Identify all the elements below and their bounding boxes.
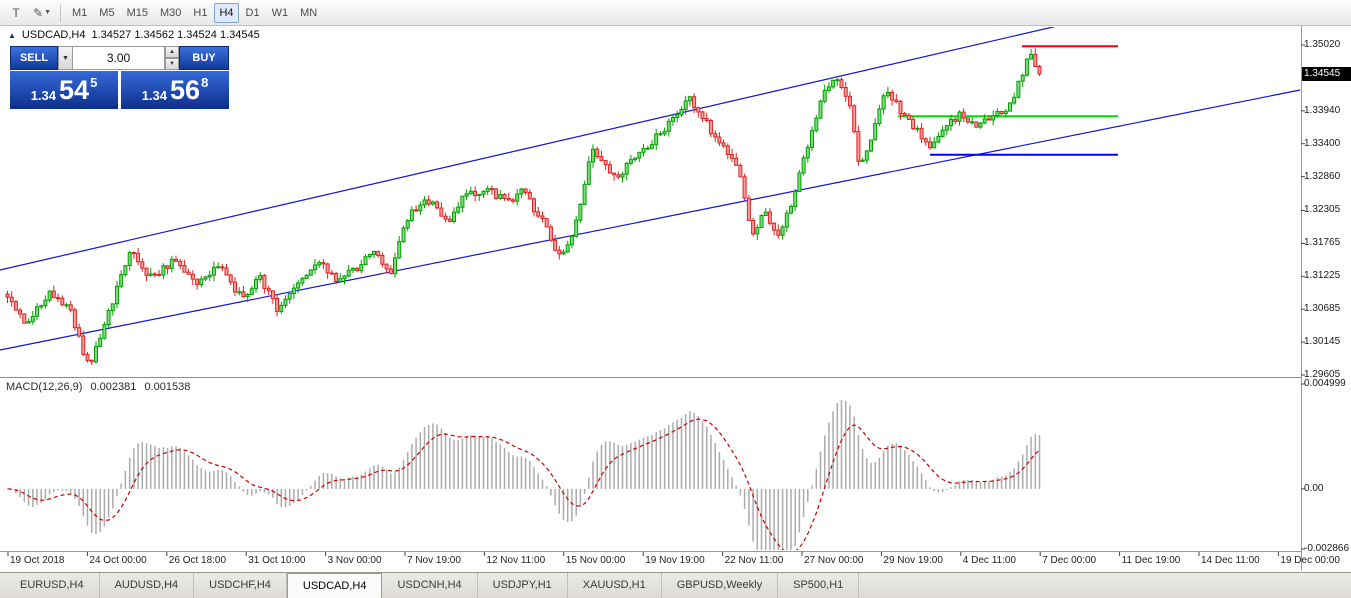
sell-price-prefix: 1.34 xyxy=(30,88,57,103)
current-price-tag: 1.34545 xyxy=(1302,66,1351,81)
timeframe-mn[interactable]: MN xyxy=(295,3,322,23)
buy-price-sup: 8 xyxy=(201,75,209,90)
macd-pane[interactable] xyxy=(7,400,1041,568)
chevron-down-icon: ▼ xyxy=(44,9,51,16)
macd-name: MACD(12,26,9) xyxy=(6,381,83,393)
chart-tab-usdcnh-h4[interactable]: USDCNH,H4 xyxy=(382,573,478,598)
buy-button[interactable]: BUY xyxy=(179,46,229,70)
chart-ohlc-values: 1.34527 1.34562 1.34524 1.34545 xyxy=(91,29,260,41)
candles-layer xyxy=(5,48,1042,365)
macd-signal-line xyxy=(7,418,1040,550)
chart-tab-xauusd-h1[interactable]: XAUUSD,H1 xyxy=(568,573,662,598)
drawing-tools-icon[interactable]: ✎ ▼ xyxy=(30,2,54,23)
buy-price-big: 56 xyxy=(170,75,201,105)
chart-tab-usdcad-h4[interactable]: USDCAD,H4 xyxy=(286,573,383,598)
lot-decrease-button[interactable]: ▼ xyxy=(165,58,179,70)
sell-price-display[interactable]: 1.34 54 5 xyxy=(10,71,118,109)
buy-price-display[interactable]: 1.34 56 8 xyxy=(121,71,229,109)
chart-tab-audusd-h4[interactable]: AUDUSD,H4 xyxy=(100,573,195,598)
lot-dropdown-button[interactable]: ▼ xyxy=(58,46,73,70)
sell-button[interactable]: SELL xyxy=(10,46,58,70)
timeframe-d1[interactable]: D1 xyxy=(241,3,265,23)
lot-size-input[interactable] xyxy=(73,46,165,70)
chart-tab-usdjpy-h1[interactable]: USDJPY,H1 xyxy=(478,573,568,598)
trend-channel-line[interactable] xyxy=(0,0,1300,271)
timeframe-m30[interactable]: M30 xyxy=(155,3,186,23)
lot-increase-button[interactable]: ▲ xyxy=(165,46,179,58)
toolbar-separator xyxy=(60,3,61,22)
lot-stepper: ▲ ▼ xyxy=(165,46,179,70)
chart-tab-sp500-h1[interactable]: SP500,H1 xyxy=(778,573,860,598)
axis-ticks xyxy=(0,26,1305,570)
toolbar: T ✎ ▼ M1 M5 M15 M30 H1 H4 D1 W1 MN xyxy=(0,0,1351,26)
buy-price-prefix: 1.34 xyxy=(141,88,168,103)
macd-indicator-label: MACD(12,26,9) 0.002381 0.001538 xyxy=(6,381,195,393)
chart-tab-gbpusd-weekly[interactable]: GBPUSD,Weekly xyxy=(662,573,779,598)
sell-price-sup: 5 xyxy=(90,75,98,90)
templates-icon[interactable]: T xyxy=(4,2,28,23)
chart-ohlc-header: ▲ USDCAD,H4 1.34527 1.34562 1.34524 1.34… xyxy=(8,29,260,41)
chart-tab-eurusd-h4[interactable]: EURUSD,H4 xyxy=(5,573,100,598)
timeframe-h4[interactable]: H4 xyxy=(214,2,239,23)
timeframe-m15[interactable]: M15 xyxy=(122,3,153,23)
macd-main-value: 0.002381 xyxy=(90,381,137,393)
pencil-icon: ✎ xyxy=(33,5,44,20)
one-click-price-row: 1.34 54 5 1.34 56 8 xyxy=(10,71,229,109)
one-click-controls-row: SELL ▼ ▲ ▼ BUY xyxy=(10,46,229,70)
timeframe-toolbar: M1 M5 M15 M30 H1 H4 D1 W1 MN xyxy=(66,2,323,23)
sell-price-big: 54 xyxy=(59,75,90,105)
timeframe-m5[interactable]: M5 xyxy=(94,3,119,23)
timeframe-m1[interactable]: M1 xyxy=(67,3,92,23)
oneclick-collapse-icon[interactable]: ▲ xyxy=(8,30,16,40)
templates-icon-glyph: T xyxy=(12,5,20,20)
price-pane[interactable] xyxy=(0,0,1301,365)
chart-tab-usdchf-h4[interactable]: USDCHF,H4 xyxy=(194,573,287,598)
chart-symbol: USDCAD,H4 xyxy=(21,29,86,41)
chart-tab-bar: EURUSD,H4 AUDUSD,H4 USDCHF,H4 USDCAD,H4 USDC… xyxy=(0,572,1351,598)
macd-signal-value: 0.001538 xyxy=(144,381,191,393)
timeframe-w1[interactable]: W1 xyxy=(267,3,294,23)
one-click-trading-panel: SELL ▼ ▲ ▼ BUY 1.34 54 5 1.34 56 8 xyxy=(10,46,229,109)
timeframe-h1[interactable]: H1 xyxy=(188,3,212,23)
trend-channel-line[interactable] xyxy=(0,89,1301,351)
